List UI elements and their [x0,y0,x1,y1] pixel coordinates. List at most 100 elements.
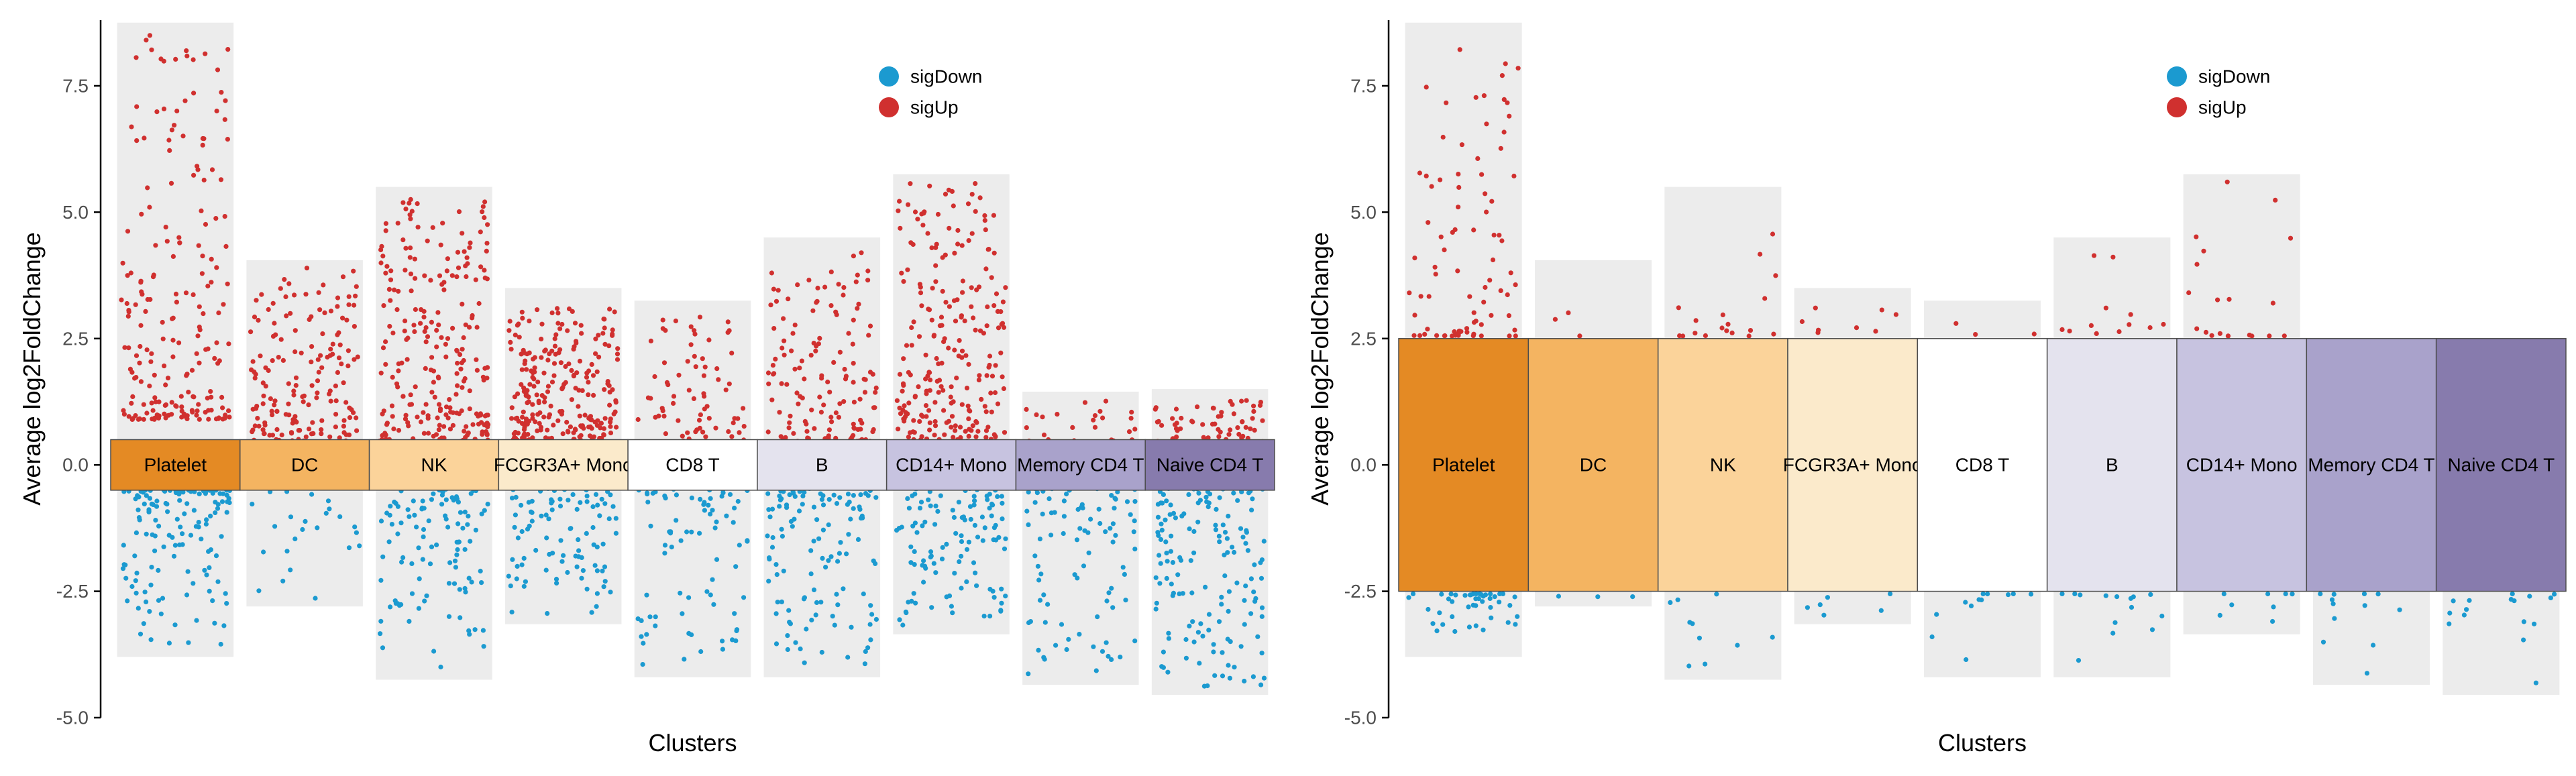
point-sigdown-platelet [1450,614,1455,620]
point-sigup-fcgr3a-mono [577,358,583,364]
point-sigup-cd14-mono [953,423,958,429]
point-sigup-cd14-mono [932,419,938,425]
point-sigup-cd14-mono [957,425,963,430]
point-sigdown-cd8-t [724,513,729,518]
point-sigup-fcgr3a-mono [601,426,607,431]
point-sigdown-b [846,532,851,537]
point-sigup-dc [288,430,294,435]
point-sigup-memory-cd4-t [1132,427,1138,432]
point-sigup-nk [467,245,472,250]
point-sigup-platelet [162,364,167,369]
point-sigup-platelet [1411,333,1417,338]
point-sigup-dc [282,277,287,282]
point-sigdown-naive-cd4-t [1168,502,1173,508]
point-sigup-cd14-mono [899,270,904,276]
point-sigdown-dc [284,549,290,554]
point-sigup-fcgr3a-mono [559,386,565,392]
point-sigup-cd14-mono [900,388,905,394]
point-sigup-nk [445,336,451,341]
point-sigup-b [818,409,824,415]
point-sigup-b [856,301,861,307]
cluster-tile-b [757,439,888,491]
point-sigdown-platelet [213,500,218,505]
point-sigup-platelet [154,109,160,115]
point-sigdown-memory-cd4-t [1037,598,1043,603]
point-sigup-dc [307,317,312,322]
point-sigup-cd14-mono [937,323,943,329]
point-sigdown-naive-cd4-t [1201,683,1207,689]
point-sigdown-naive-cd4-t [1195,519,1201,524]
point-sigdown-naive-cd4-t [1258,560,1263,565]
point-sigdown-b [2149,627,2155,632]
point-sigdown-cd8-t [641,641,646,646]
point-sigup-cd14-mono [927,183,932,188]
point-sigdown-memory-cd4-t [1061,531,1066,537]
point-sigup-dc [347,415,353,421]
point-sigdown-cd8-t [2010,591,2016,597]
point-sigdown-platelet [125,598,130,604]
point-sigup-cd14-mono [2209,333,2214,338]
point-sigup-platelet [1490,257,1496,263]
point-sigup-fcgr3a-mono [1813,305,1818,311]
point-sigup-fcgr3a-mono [593,336,598,341]
point-sigup-platelet [130,394,136,400]
point-sigup-fcgr3a-mono [542,399,547,404]
point-sigdown-memory-cd4-t [1026,620,1032,626]
point-sigdown-platelet [1439,592,1444,597]
point-sigdown-fcgr3a-mono [613,516,619,521]
point-sigdown-cd14-mono [908,544,914,549]
point-sigdown-cd8-t [745,538,750,543]
point-sigup-platelet [174,108,180,114]
point-sigdown-b [770,535,775,541]
point-sigdown-fcgr3a-mono [543,512,549,518]
point-sigdown-naive-cd4-t [1180,591,1185,596]
point-sigdown-cd14-mono [926,497,931,502]
point-sigup-cd14-mono [936,361,941,367]
point-sigdown-memory-cd4-t [1132,639,1138,644]
point-sigdown-b [865,645,871,651]
point-sigup-platelet [1456,205,1461,210]
cluster-tile-nk [368,439,500,491]
point-sigup-platelet [174,299,179,304]
point-sigdown-cd8-t [1929,634,1935,640]
point-sigup-naive-cd4-t [1248,426,1253,431]
point-sigdown-naive-cd4-t [1168,549,1173,554]
point-sigdown-naive-cd4-t [1213,522,1218,528]
point-sigdown-b [773,611,779,616]
point-sigdown-naive-cd4-t [1248,611,1254,616]
point-sigup-naive-cd4-t [1226,432,1232,437]
point-sigdown-platelet [208,547,213,553]
point-sigup-dc [333,412,339,417]
point-sigup-dc [252,315,258,320]
point-sigup-dc [352,324,358,329]
cluster-tile-dc [1527,338,1659,592]
point-sigup-fcgr3a-mono [602,387,607,392]
point-sigdown-memory-cd4-t [1091,644,1096,649]
point-sigdown-naive-cd4-t [1203,494,1209,500]
point-sigdown-nk [439,502,445,507]
point-sigup-platelet [225,137,230,142]
point-sigup-nk [440,221,445,226]
point-sigup-naive-cd4-t [1212,421,1218,427]
point-sigdown-fcgr3a-mono [573,553,578,559]
point-sigdown-dc [337,514,343,520]
point-sigdown-cd14-mono [995,494,1000,500]
point-sigdown-memory-cd4-t [1085,530,1091,535]
point-sigdown-naive-cd4-t [1231,490,1236,496]
point-sigup-fcgr3a-mono [555,306,560,311]
point-sigup-platelet [147,205,152,210]
point-sigup-b [765,429,771,435]
point-sigdown-b [814,600,820,606]
point-sigup-cd14-mono [924,388,929,394]
point-sigup-platelet [200,142,205,148]
point-sigup-dc [248,329,254,335]
point-sigup-cd14-mono [965,201,971,207]
point-sigup-nk [395,384,400,390]
point-sigup-platelet [1422,331,1428,337]
point-sigup-fcgr3a-mono [531,356,536,362]
point-sigdown-cd8-t [1934,612,1939,617]
point-sigup-platelet [147,33,152,38]
point-sigdown-platelet [1487,596,1493,602]
point-sigdown-cd8-t [640,662,645,667]
point-sigup-cd14-mono [897,199,902,204]
